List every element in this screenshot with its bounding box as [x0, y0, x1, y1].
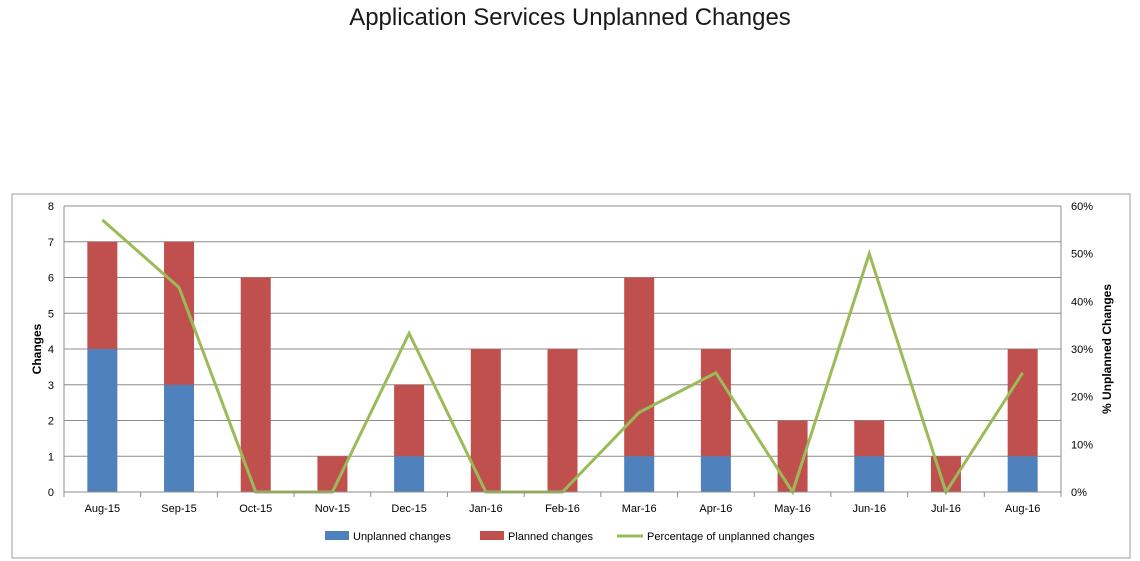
y-tick-label: 6 [48, 273, 54, 285]
y2-tick-label: 40% [1071, 296, 1093, 308]
x-tick-label: Dec-15 [391, 503, 426, 515]
percentage-of-unplanned-changes-legend-label: Percentage of unplanned changes [647, 531, 815, 543]
y-tick-label: 4 [48, 344, 54, 356]
x-tick-label: Apr-16 [699, 503, 732, 515]
planned-changes-legend-swatch [480, 531, 504, 540]
planned-changes-bar [700, 349, 731, 457]
x-tick-label: Aug-15 [85, 503, 120, 515]
planned-changes-bar [1007, 349, 1038, 457]
y2-tick-label: 0% [1071, 487, 1087, 499]
x-tick-label: Jun-16 [852, 503, 886, 515]
x-tick-label: Jul-16 [931, 503, 961, 515]
unplanned-changes-bar [700, 456, 731, 492]
y-tick-label: 3 [48, 380, 54, 392]
unplanned-changes-bar [1007, 456, 1038, 492]
y2-tick-label: 20% [1071, 392, 1093, 404]
x-tick-label: Jan-16 [469, 503, 503, 515]
planned-changes-bar [624, 277, 655, 457]
y2-tick-label: 60% [1071, 201, 1093, 213]
x-tick-label: Feb-16 [545, 503, 580, 515]
unplanned-changes-legend-swatch [325, 531, 349, 540]
unplanned-changes-bar [164, 384, 195, 492]
planned-changes-bar [547, 349, 578, 492]
x-tick-label: Oct-15 [239, 503, 272, 515]
legend: Unplanned changes Planned changes Percenta… [325, 531, 815, 543]
unplanned-changes-bar [87, 349, 118, 492]
planned-changes-bar [240, 277, 271, 492]
planned-changes-bar [317, 456, 348, 492]
axes: 0 1 2 3 4 5 6 7 8 0% 10% 20% 30% 40% 50% 60% Aug-15 Sep-1… [30, 201, 1114, 515]
y-axis-title: Changes [30, 323, 44, 374]
unplanned-changes-bar [624, 456, 655, 492]
y-tick-label: 8 [48, 201, 54, 213]
planned-changes-legend-label: Planned changes [508, 531, 594, 543]
unplanned-changes-bar [854, 456, 885, 492]
y-tick-label: 2 [48, 416, 54, 428]
y2-tick-label: 50% [1071, 249, 1093, 261]
chart-title: Application Services Unplanned Changes [349, 4, 791, 31]
y2-tick-label: 10% [1071, 439, 1093, 451]
planned-changes-bar [854, 420, 885, 457]
unplanned-changes-legend-label: Unplanned changes [353, 531, 451, 543]
x-tick-label: Aug-16 [1005, 503, 1040, 515]
x-tick-label: Sep-15 [161, 503, 196, 515]
y-tick-label: 0 [48, 487, 54, 499]
y-tick-label: 1 [48, 451, 54, 463]
bar-series [87, 241, 1038, 492]
x-tick-label: Mar-16 [622, 503, 657, 515]
planned-changes-bar [394, 384, 425, 457]
unplanned-changes-bar [394, 456, 425, 492]
x-tick-label: May-16 [774, 503, 811, 515]
y-tick-label: 5 [48, 308, 54, 320]
planned-changes-bar [87, 241, 118, 349]
x-tick-label: Nov-15 [315, 503, 350, 515]
y-tick-label: 7 [48, 237, 54, 249]
y2-tick-label: 30% [1071, 344, 1093, 356]
y2-axis-title: % Unplanned Changes [1100, 284, 1114, 414]
